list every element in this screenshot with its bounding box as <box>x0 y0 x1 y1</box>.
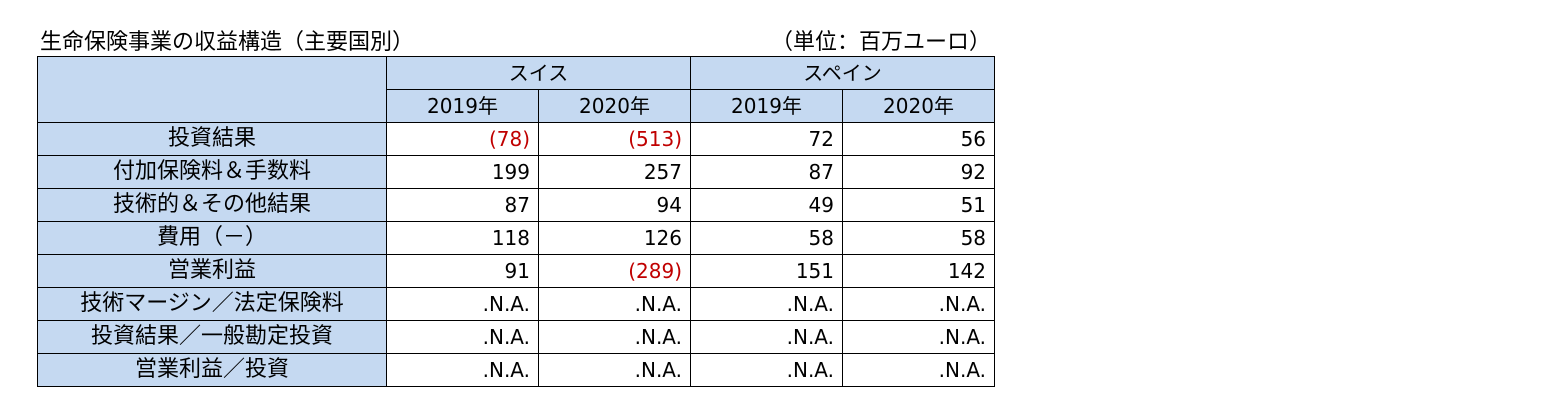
cell-value: 51 <box>841 188 996 222</box>
row-label: 費用（－） <box>37 221 387 255</box>
revenue-table: スイス スペイン 2019年 2020年 2019年 2020年 投資結果 (7… <box>37 56 996 387</box>
cell-value: 199 <box>386 155 539 189</box>
year-header: 2020年 <box>538 89 691 123</box>
cell-value: 142 <box>841 254 996 288</box>
table-row: 営業利益 91 (289) 151 142 <box>37 254 996 288</box>
unit-label: （単位：百万ユーロ） <box>770 30 991 55</box>
row-label: 営業利益／投資 <box>37 353 387 387</box>
country-header-spain: スペイン <box>689 56 996 90</box>
cell-value: .N.A. <box>538 353 691 387</box>
cell-value: 58 <box>841 221 996 255</box>
country-header-swiss: スイス <box>386 56 691 90</box>
cell-value: 92 <box>841 155 996 189</box>
table-row: 技術マージン／法定保険料 .N.A. .N.A. .N.A. .N.A. <box>37 287 996 321</box>
cell-value: (289) <box>538 254 691 288</box>
cell-value: 87 <box>386 188 539 222</box>
row-label: 投資結果 <box>37 122 387 156</box>
row-label: 投資結果／一般勘定投資 <box>37 320 387 354</box>
cell-value: (513) <box>538 122 691 156</box>
table-title: 生命保険事業の収益構造（主要国別） <box>40 30 415 55</box>
year-header-row: 2019年 2020年 2019年 2020年 <box>38 89 996 123</box>
cell-value: .N.A. <box>690 320 843 354</box>
row-label: 技術マージン／法定保険料 <box>37 287 387 321</box>
cell-value: 91 <box>386 254 539 288</box>
table-row: 付加保険料＆手数料 199 257 87 92 <box>37 155 996 189</box>
cell-value: .N.A. <box>841 353 996 387</box>
cell-value: .N.A. <box>386 353 539 387</box>
cell-value: .N.A. <box>690 287 843 321</box>
year-header: 2019年 <box>386 89 539 123</box>
cell-value: 118 <box>386 221 539 255</box>
country-header-row: スイス スペイン <box>37 56 996 123</box>
cell-value: 151 <box>690 254 843 288</box>
cell-value: .N.A. <box>538 287 691 321</box>
table-row: 投資結果 (78) (513) 72 56 <box>37 122 996 156</box>
cell-value: .N.A. <box>690 353 843 387</box>
table-row: 営業利益／投資 .N.A. .N.A. .N.A. .N.A. <box>37 353 996 387</box>
cell-value: 49 <box>690 188 843 222</box>
corner-cell <box>37 56 387 123</box>
cell-value: .N.A. <box>386 287 539 321</box>
cell-value: 58 <box>690 221 843 255</box>
year-header: 2020年 <box>841 89 996 123</box>
cell-value: .N.A. <box>841 320 996 354</box>
table-row: 投資結果／一般勘定投資 .N.A. .N.A. .N.A. .N.A. <box>37 320 996 354</box>
row-label: 付加保険料＆手数料 <box>37 155 387 189</box>
cell-value: (78) <box>386 122 539 156</box>
table-row: 費用（－） 118 126 58 58 <box>37 221 996 255</box>
table-row: 技術的＆その他結果 87 94 49 51 <box>37 188 996 222</box>
cell-value: 56 <box>841 122 996 156</box>
row-label: 営業利益 <box>37 254 387 288</box>
year-header: 2019年 <box>690 89 843 123</box>
cell-value: 94 <box>538 188 691 222</box>
cell-value: 126 <box>538 221 691 255</box>
cell-value: .N.A. <box>538 320 691 354</box>
cell-value: 87 <box>690 155 843 189</box>
cell-value: 257 <box>538 155 691 189</box>
table-body: 投資結果 (78) (513) 72 56 付加保険料＆手数料 199 257 … <box>37 122 996 387</box>
cell-value: .N.A. <box>841 287 996 321</box>
cell-value: .N.A. <box>386 320 539 354</box>
row-label: 技術的＆その他結果 <box>37 188 387 222</box>
cell-value: 72 <box>690 122 843 156</box>
